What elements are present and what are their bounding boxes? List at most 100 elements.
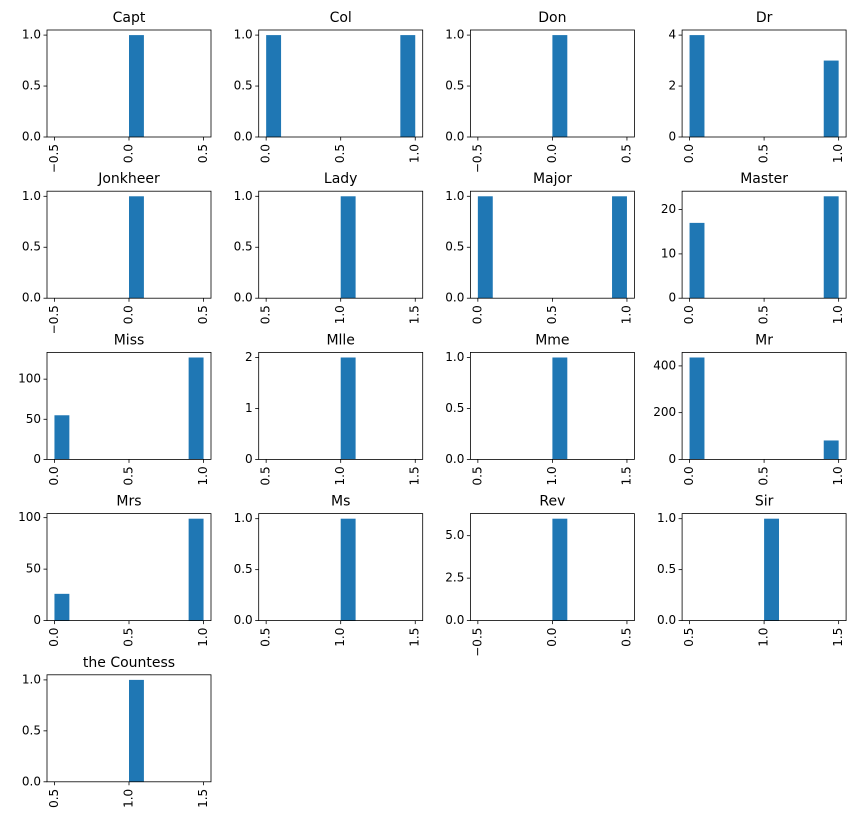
x-tick-label: 1.5: [831, 628, 845, 647]
y-tick-label: 0.5: [234, 240, 253, 254]
bar: [552, 518, 568, 621]
y-tick-label: 0.0: [657, 613, 676, 627]
chart-title: Mr: [755, 332, 773, 348]
x-tick-label: 0.5: [259, 466, 273, 485]
bar: [764, 518, 780, 621]
chart-title: Rev: [539, 494, 565, 510]
x-tick-label: −0.5: [470, 628, 484, 657]
y-tick-label: 1.0: [22, 672, 41, 686]
y-tick-label: 0.5: [22, 79, 41, 93]
axes-frame: [681, 29, 847, 138]
y-tick-label: 0: [245, 452, 253, 466]
y-tick-label: 1.0: [234, 511, 253, 525]
y-tick-label: 0.0: [22, 130, 41, 144]
x-tick-label: 0.0: [47, 466, 61, 485]
x-tick-label: 0.5: [196, 305, 210, 324]
chart-title: Capt: [113, 10, 146, 26]
y-tick-label: 10: [661, 246, 676, 260]
y-tick-label: 1.0: [445, 350, 464, 364]
bar: [54, 593, 70, 621]
x-tick-label: 1.0: [545, 466, 559, 485]
x-tick-label: 0.0: [47, 628, 61, 647]
bar: [188, 518, 204, 621]
y-tick-label: 0.5: [234, 562, 253, 576]
x-tick-label: 1.0: [196, 466, 210, 485]
bar: [689, 222, 705, 299]
y-tick-label: 100: [18, 372, 41, 386]
y-tick-label: 2: [245, 350, 253, 364]
x-tick-label: 1.0: [408, 144, 422, 163]
x-tick-label: 1.0: [333, 305, 347, 324]
y-tick-label: 2.5: [445, 571, 464, 585]
x-tick-label: 1.0: [831, 305, 845, 324]
x-tick-label: 1.5: [196, 789, 210, 808]
chart-title: Lady: [324, 171, 358, 187]
x-tick-label: 1.0: [831, 466, 845, 485]
x-tick-label: 0.0: [470, 305, 484, 324]
y-tick-label: 200: [653, 405, 676, 419]
bar: [823, 440, 839, 460]
x-tick-label: 1.0: [333, 628, 347, 647]
x-tick-label: 0.5: [757, 305, 771, 324]
x-tick-label: 1.0: [196, 628, 210, 647]
y-tick-label: 0.0: [234, 613, 253, 627]
y-tick-label: 1.0: [445, 28, 464, 42]
bar: [689, 357, 705, 460]
x-tick-label: 0.5: [619, 628, 633, 647]
y-tick-label: 0.0: [234, 130, 253, 144]
chart-title: Col: [330, 10, 352, 26]
chart-title: Mme: [535, 332, 569, 348]
x-tick-label: 0.5: [757, 144, 771, 163]
bar: [129, 679, 144, 782]
axes-frame: [469, 190, 635, 299]
x-tick-label: 0.0: [122, 144, 136, 163]
bar: [340, 357, 356, 460]
x-tick-label: 0.5: [682, 628, 696, 647]
axes-frame: [681, 190, 847, 299]
y-tick-label: 0.5: [22, 240, 41, 254]
bar: [129, 35, 144, 137]
y-tick-label: 1.0: [234, 28, 253, 42]
axes-frame: [46, 513, 212, 621]
x-tick-label: 1.5: [408, 305, 422, 324]
x-tick-label: 0.5: [470, 466, 484, 485]
chart-title: Jonkheer: [97, 171, 160, 187]
x-tick-label: 0.0: [122, 305, 136, 324]
x-tick-label: 0.5: [122, 466, 136, 485]
y-tick-label: 1: [245, 401, 253, 415]
y-tick-label: 0: [668, 291, 676, 305]
chart-title: the Countess: [83, 655, 175, 671]
chart-title: Don: [538, 10, 566, 26]
x-tick-label: −0.5: [470, 144, 484, 173]
x-tick-label: 0.5: [757, 466, 771, 485]
x-tick-label: 0.0: [682, 144, 696, 163]
y-tick-label: 0.5: [657, 562, 676, 576]
y-tick-label: 0.5: [445, 240, 464, 254]
x-tick-label: 0.0: [682, 466, 696, 485]
bar: [823, 196, 839, 299]
y-tick-label: 1.0: [445, 189, 464, 203]
x-tick-label: 1.0: [757, 628, 771, 647]
y-tick-label: 1.0: [657, 511, 676, 525]
x-tick-label: 1.5: [408, 628, 422, 647]
y-tick-label: 2: [668, 79, 676, 93]
x-tick-label: 0.0: [545, 144, 559, 163]
chart-title: Master: [740, 171, 788, 187]
y-tick-label: 0.0: [234, 291, 253, 305]
x-tick-label: 0.5: [47, 789, 61, 808]
x-tick-label: −0.5: [47, 144, 61, 173]
y-tick-label: 1.0: [234, 189, 253, 203]
y-tick-label: 0.0: [445, 613, 464, 627]
x-tick-label: 0.5: [259, 305, 273, 324]
x-tick-label: 1.0: [122, 789, 136, 808]
x-tick-label: 0.0: [545, 628, 559, 647]
y-tick-label: 0.5: [22, 723, 41, 737]
bar: [552, 357, 568, 460]
y-tick-label: 0.5: [445, 79, 464, 93]
y-tick-label: 0: [33, 613, 41, 627]
x-tick-label: 0.5: [619, 144, 633, 163]
x-tick-label: 1.5: [408, 466, 422, 485]
chart-title: Ms: [331, 494, 350, 510]
y-tick-label: 20: [661, 202, 676, 216]
